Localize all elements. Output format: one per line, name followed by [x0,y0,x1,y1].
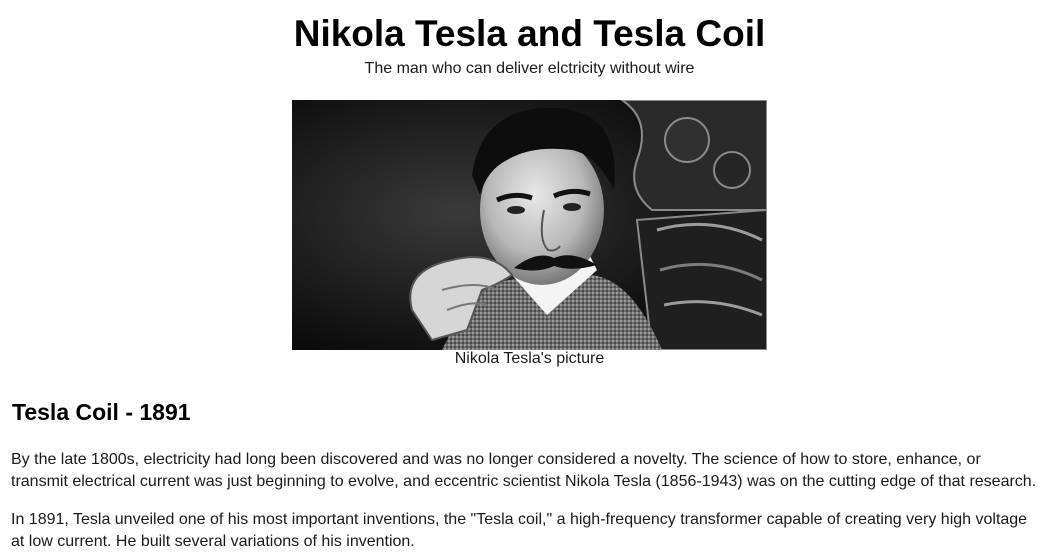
portrait-figure: Nikola Tesla's picture [292,100,767,368]
page-header: Nikola Tesla and Tesla Coil The man who … [0,0,1059,79]
article-section: Tesla Coil - 1891 By the late 1800s, ele… [0,398,1059,553]
page-subtitle: The man who can deliver elctricity witho… [364,60,695,77]
portrait-caption: Nikola Tesla's picture [454,350,605,367]
paragraph: In 1891, Tesla unveiled one of his most … [11,511,1028,550]
chair-carving [620,100,767,350]
paragraph: By the late 1800s, electricity had long … [11,451,1037,490]
page-title: Nikola Tesla and Tesla Coil [293,13,766,54]
tesla-portrait-image [292,100,767,350]
section-heading: Tesla Coil - 1891 [12,399,191,425]
